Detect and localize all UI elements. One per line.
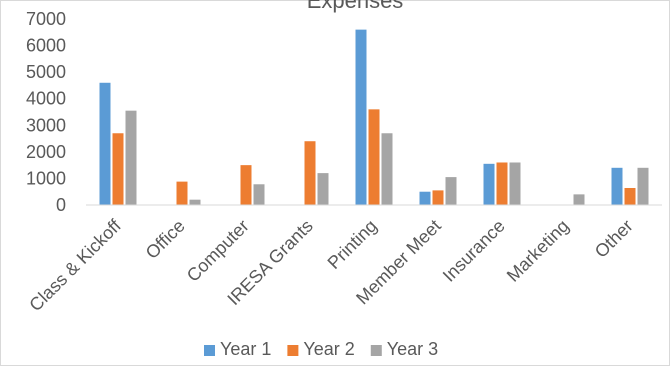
bars xyxy=(99,29,649,205)
x-tick-label: Other xyxy=(591,216,637,262)
legend-label: Year 1 xyxy=(220,339,271,359)
bar-year-3 xyxy=(253,184,265,205)
bar-year-1 xyxy=(99,82,111,205)
bar-year-2 xyxy=(368,109,380,205)
y-axis: 0 1000 2000 3000 4000 5000 6000 7000 xyxy=(26,9,66,215)
bar-year-1 xyxy=(611,167,623,205)
bar-year-2 xyxy=(112,133,124,205)
bar-year-3 xyxy=(637,167,649,205)
bar-year-2 xyxy=(432,190,444,205)
y-tick-label: 2000 xyxy=(26,142,66,162)
y-tick-label: 7000 xyxy=(26,9,66,29)
bar-year-2 xyxy=(624,187,636,205)
y-tick-label: 3000 xyxy=(26,115,66,135)
bar-year-3 xyxy=(573,194,585,205)
bar-year-3 xyxy=(445,177,457,205)
x-tick-label: Class & Kickoff xyxy=(25,215,125,315)
bar-year-3 xyxy=(509,162,521,205)
bar-year-3 xyxy=(381,133,393,205)
x-tick-label: Insurance xyxy=(439,216,509,286)
x-tick-label: Printing xyxy=(324,216,381,273)
y-tick-label: 5000 xyxy=(26,62,66,82)
bar-year-2 xyxy=(304,141,316,205)
legend-swatch xyxy=(204,345,215,356)
chart-title: Expenses xyxy=(307,0,404,13)
y-tick-label: 6000 xyxy=(26,36,66,56)
y-tick-label: 1000 xyxy=(26,168,66,188)
bar-year-1 xyxy=(483,163,495,205)
x-tick-label: Marketing xyxy=(503,216,573,286)
bar-year-2 xyxy=(240,165,252,205)
bar-year-2 xyxy=(496,162,508,205)
bar-year-3 xyxy=(317,173,329,205)
x-tick-label: Office xyxy=(142,216,189,263)
legend-swatch xyxy=(287,345,299,356)
y-tick-label: 0 xyxy=(56,195,66,215)
bar-year-3 xyxy=(189,199,201,205)
bar-year-2 xyxy=(176,181,188,205)
bar-year-3 xyxy=(125,110,137,205)
bar-year-1 xyxy=(355,29,367,205)
bar-year-1 xyxy=(419,191,431,205)
legend-label: Year 2 xyxy=(303,339,354,359)
y-tick-label: 4000 xyxy=(26,89,66,109)
legend-swatch xyxy=(370,345,382,356)
legend-label: Year 3 xyxy=(387,339,438,359)
legend: Year 1 Year 2 Year 3 xyxy=(204,339,438,359)
